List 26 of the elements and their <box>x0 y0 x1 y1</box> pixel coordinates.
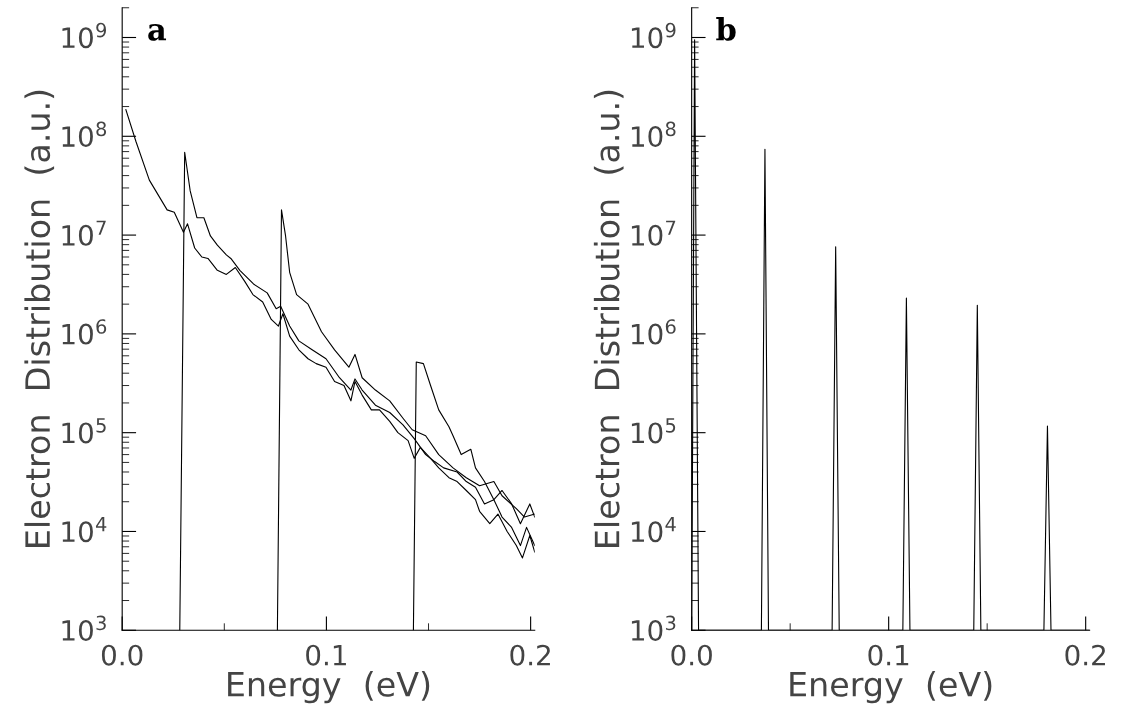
y-tick-label: 10$^{8}$ <box>631 121 676 148</box>
x-axis-title: Energy (eV) <box>228 671 430 704</box>
y-tick-label: 10$^{8}$ <box>62 121 107 148</box>
y-tick-label: 10$^{5}$ <box>631 418 676 444</box>
y-tick-label: 10$^{9}$ <box>62 22 107 49</box>
y-tick-label: 10$^{7}$ <box>631 220 676 246</box>
y-tick-label: 10$^{6}$ <box>62 319 107 345</box>
annotation: b <box>716 17 736 41</box>
y-tick-label: 10$^{4}$ <box>62 517 107 543</box>
y-tick-label: 10$^{5}$ <box>62 418 106 444</box>
x-axis-title: Energy (eV) <box>790 671 992 704</box>
y-tick-label: 10$^{3}$ <box>631 615 676 642</box>
x-tick-label: 0.2 <box>510 644 550 666</box>
y-tick-label: 10$^{6}$ <box>631 319 676 345</box>
y-axis-title: Electron Distribution (a.u.) <box>593 90 624 547</box>
x-tick-label: 0.0 <box>671 644 712 666</box>
x-tick-label: 0.1 <box>306 644 346 666</box>
y-tick-label: 10$^{9}$ <box>631 22 676 49</box>
x-tick-label: 0.1 <box>868 644 909 666</box>
y-tick-label: 10$^{3}$ <box>62 615 106 642</box>
y-axis-title: Electron Distribution (a.u.) <box>24 90 55 547</box>
y-tick-label: 10$^{4}$ <box>631 517 676 543</box>
y-tick-label: 10$^{7}$ <box>62 220 106 246</box>
x-tick-label: 0.0 <box>101 644 143 666</box>
x-tick-label: 0.2 <box>1065 644 1105 666</box>
annotation: a <box>148 24 167 41</box>
